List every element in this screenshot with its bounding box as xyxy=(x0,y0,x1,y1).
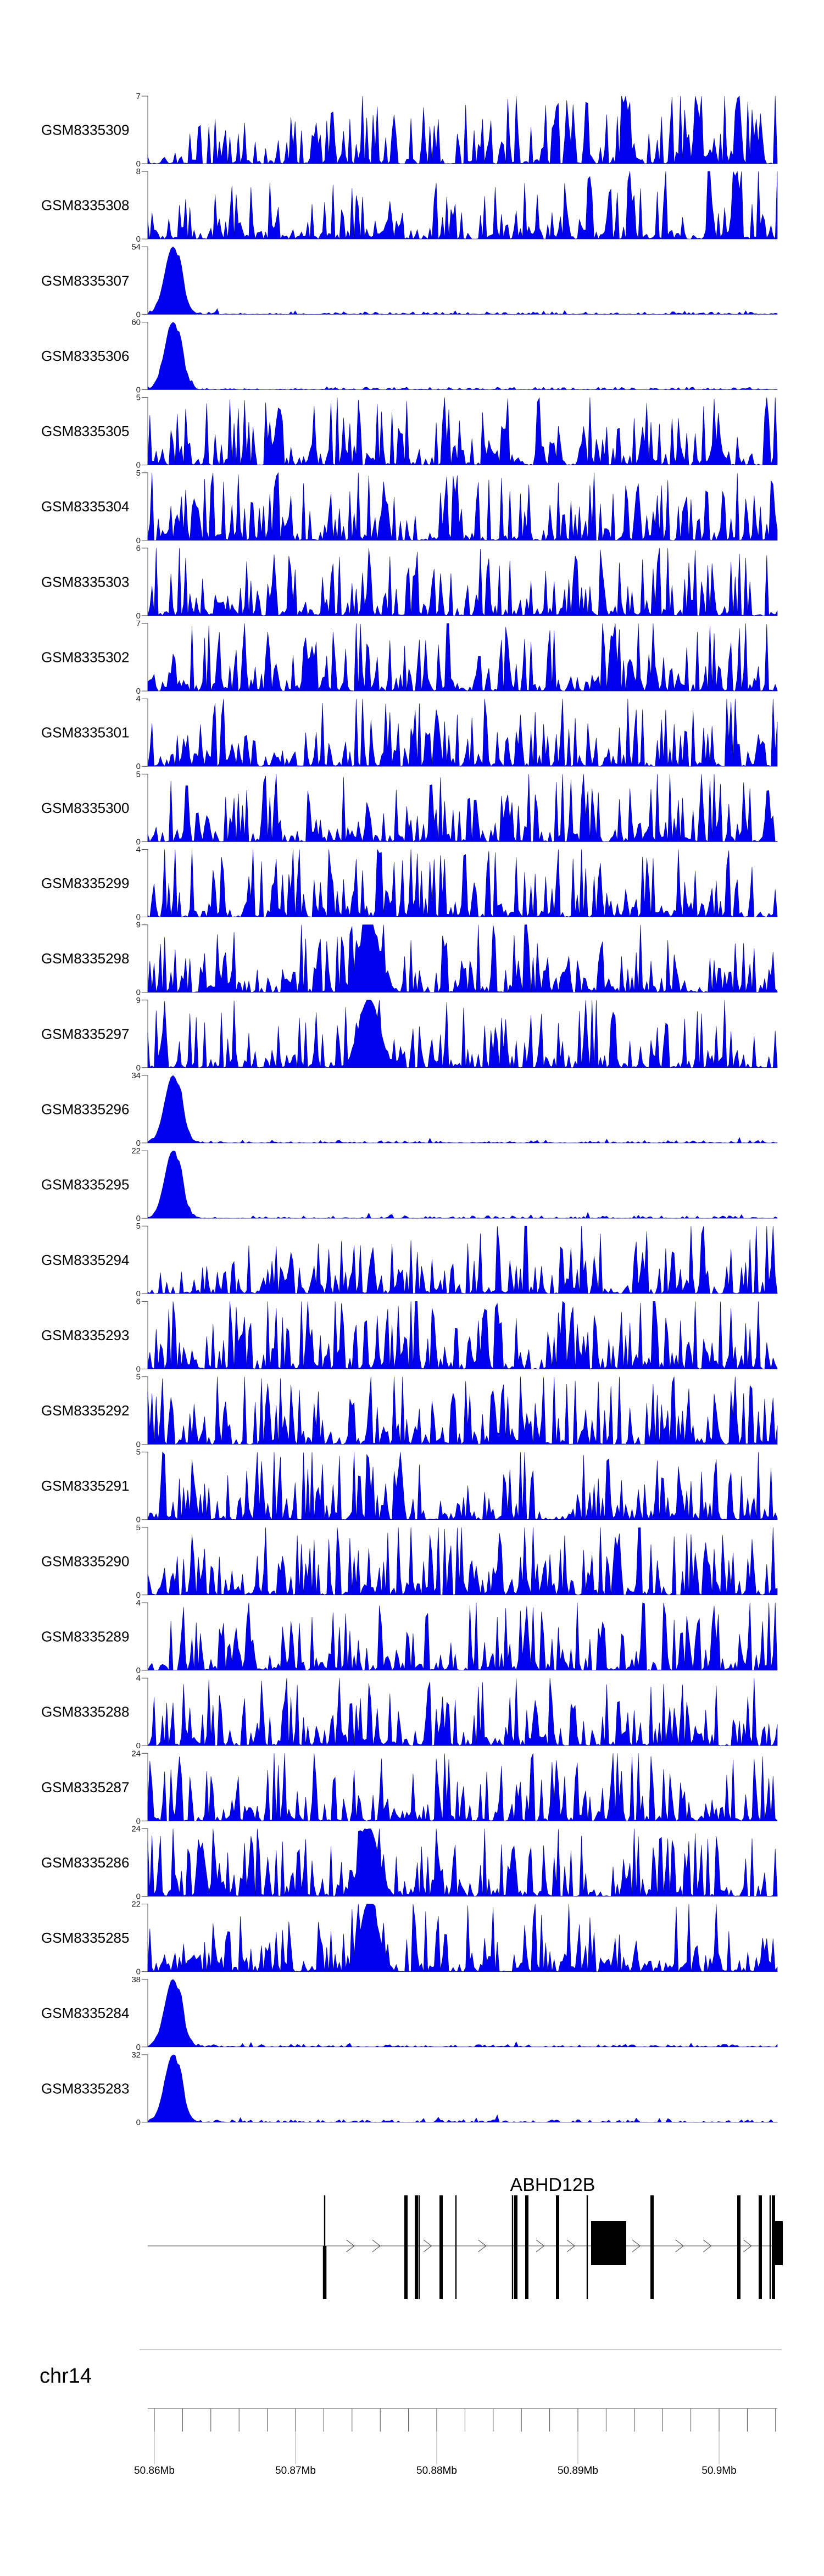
svg-text:GSM8335308: GSM8335308 xyxy=(41,197,129,214)
svg-text:GSM8335303: GSM8335303 xyxy=(41,573,129,590)
svg-text:60: 60 xyxy=(131,318,141,327)
svg-text:4: 4 xyxy=(136,845,141,855)
svg-text:0: 0 xyxy=(136,2118,141,2127)
svg-text:chr14: chr14 xyxy=(40,2365,92,2388)
svg-text:50.88Mb: 50.88Mb xyxy=(416,2465,457,2477)
svg-text:GSM8335298: GSM8335298 xyxy=(41,950,129,967)
svg-text:GSM8335304: GSM8335304 xyxy=(41,498,129,515)
svg-text:50.86Mb: 50.86Mb xyxy=(134,2465,175,2477)
svg-text:6: 6 xyxy=(136,1297,141,1306)
svg-text:22: 22 xyxy=(131,1900,141,1909)
svg-text:GSM8335283: GSM8335283 xyxy=(41,2080,129,2097)
svg-text:4: 4 xyxy=(136,694,141,704)
svg-text:GSM8335290: GSM8335290 xyxy=(41,1553,129,1569)
svg-text:GSM8335287: GSM8335287 xyxy=(41,1779,129,1796)
svg-text:GSM8335294: GSM8335294 xyxy=(41,1252,129,1268)
svg-text:GSM8335300: GSM8335300 xyxy=(41,800,129,816)
svg-text:GSM8335286: GSM8335286 xyxy=(41,1854,129,1871)
svg-text:5: 5 xyxy=(136,770,141,779)
svg-text:34: 34 xyxy=(131,1071,141,1080)
svg-text:GSM8335299: GSM8335299 xyxy=(41,875,129,891)
svg-text:GSM8335296: GSM8335296 xyxy=(41,1101,129,1117)
svg-text:GSM8335291: GSM8335291 xyxy=(41,1477,129,1494)
svg-text:50.89Mb: 50.89Mb xyxy=(558,2465,598,2477)
svg-text:7: 7 xyxy=(136,92,141,101)
svg-text:6: 6 xyxy=(136,544,141,553)
svg-text:5: 5 xyxy=(136,1523,141,1532)
svg-text:7: 7 xyxy=(136,619,141,628)
svg-text:5: 5 xyxy=(136,1373,141,1382)
svg-text:GSM8335301: GSM8335301 xyxy=(41,724,129,741)
svg-text:GSM8335302: GSM8335302 xyxy=(41,649,129,666)
svg-text:ABHD12B: ABHD12B xyxy=(510,2174,595,2195)
svg-text:38: 38 xyxy=(131,1975,141,1984)
svg-text:9: 9 xyxy=(136,996,141,1005)
svg-text:4: 4 xyxy=(136,1674,141,1683)
svg-text:GSM8335293: GSM8335293 xyxy=(41,1327,129,1343)
svg-text:5: 5 xyxy=(136,469,141,478)
svg-text:GSM8335284: GSM8335284 xyxy=(41,2005,129,2021)
svg-text:GSM8335295: GSM8335295 xyxy=(41,1177,129,1193)
svg-text:GSM8335297: GSM8335297 xyxy=(41,1025,129,1042)
svg-text:50.87Mb: 50.87Mb xyxy=(275,2465,316,2477)
svg-text:8: 8 xyxy=(136,167,141,176)
svg-text:GSM8335289: GSM8335289 xyxy=(41,1629,129,1645)
svg-text:32: 32 xyxy=(131,2050,141,2060)
svg-text:5: 5 xyxy=(136,1448,141,1457)
svg-text:22: 22 xyxy=(131,1146,141,1156)
svg-text:5: 5 xyxy=(136,393,141,403)
svg-text:24: 24 xyxy=(131,1749,141,1758)
svg-text:50.9Mb: 50.9Mb xyxy=(701,2465,736,2477)
svg-text:54: 54 xyxy=(131,242,141,252)
svg-text:GSM8335285: GSM8335285 xyxy=(41,1930,129,1946)
svg-text:GSM8335309: GSM8335309 xyxy=(41,122,129,138)
svg-text:GSM8335305: GSM8335305 xyxy=(41,423,129,439)
svg-text:9: 9 xyxy=(136,921,141,930)
svg-text:24: 24 xyxy=(131,1825,141,1834)
svg-text:4: 4 xyxy=(136,1598,141,1608)
svg-text:GSM8335292: GSM8335292 xyxy=(41,1402,129,1419)
svg-text:GSM8335288: GSM8335288 xyxy=(41,1704,129,1720)
svg-text:5: 5 xyxy=(136,1222,141,1231)
svg-text:GSM8335307: GSM8335307 xyxy=(41,272,129,289)
svg-text:GSM8335306: GSM8335306 xyxy=(41,348,129,364)
